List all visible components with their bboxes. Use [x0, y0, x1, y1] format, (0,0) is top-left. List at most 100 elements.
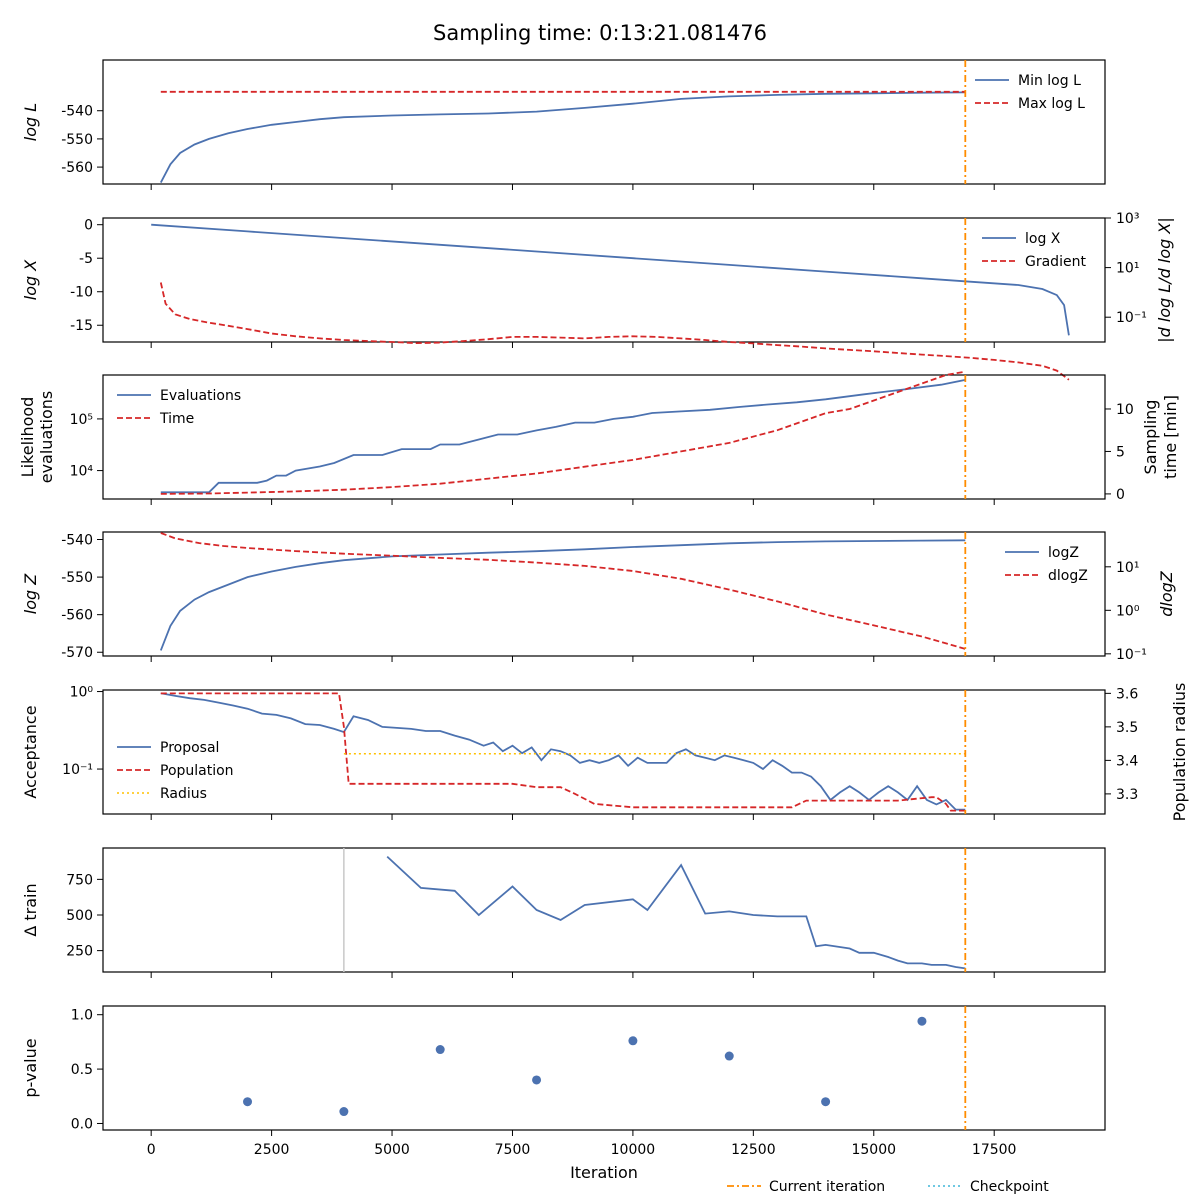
y2-tick-label: 10⁻¹	[1116, 647, 1147, 663]
y2-tick-label: 10³	[1116, 211, 1139, 227]
y2-tick-label: 10¹	[1116, 261, 1139, 277]
legend-label: Radius	[160, 786, 207, 802]
legend-label: Time	[159, 411, 194, 427]
y-axis-label: p-value	[21, 1038, 40, 1097]
x-tick-label: 15000	[851, 1142, 896, 1158]
x-tick-label: 5000	[374, 1142, 410, 1158]
bottom-legend-checkpoint-label: Checkpoint	[970, 1179, 1049, 1195]
y-tick-label: 10⁵	[70, 412, 93, 428]
y-tick-label: 0	[84, 218, 93, 234]
y2-tick-label: 10⁻¹	[1116, 310, 1147, 326]
p-value-point	[243, 1097, 253, 1107]
y-axis-label: Δ train	[21, 883, 40, 936]
y2-tick-label: 10	[1116, 402, 1134, 418]
y-tick-label: -550	[61, 132, 93, 148]
y-axis-label: log X	[21, 259, 40, 300]
y-axis-label: log Z	[21, 573, 40, 614]
p-value-point	[435, 1045, 445, 1055]
legend-label: Proposal	[160, 740, 219, 756]
y2-axis-label: Population radius	[1170, 683, 1189, 822]
x-tick-label: 17500	[972, 1142, 1017, 1158]
series-min-log-l	[160, 91, 966, 184]
legend-label: Evaluations	[160, 388, 241, 404]
panel-acceptance: 10⁰ 10⁻¹ 3.3 3.4 3.5 3.6 Acceptance Population …	[21, 683, 1189, 822]
panel-7-frame	[102, 1005, 1106, 1131]
legend-label: Population	[160, 763, 234, 779]
y2-tick-label: 3.3	[1116, 787, 1138, 803]
y2-axis-label-line-2: time [min]	[1161, 395, 1180, 479]
p-value-point	[821, 1097, 831, 1107]
panel-delta-train: 250 500 750 Δ train	[21, 847, 1106, 978]
y-tick-label: -10	[70, 285, 93, 301]
y2-tick-label: 3.5	[1116, 720, 1138, 736]
series-population	[160, 692, 966, 812]
series-dlogz	[160, 532, 966, 650]
y-tick-label: -540	[61, 533, 93, 549]
series-proposal	[160, 692, 966, 811]
y-tick-label: -560	[61, 608, 93, 624]
legend-label: Gradient	[1025, 254, 1086, 270]
y-tick-label: -540	[61, 104, 93, 120]
y-tick-label: 0.0	[71, 1116, 93, 1132]
panel-5-frame	[102, 689, 1106, 815]
panel-1-frame	[102, 59, 1106, 185]
series-delta-train	[386, 855, 966, 970]
y-axis-label: log L	[21, 103, 40, 141]
x-tick-label: 2500	[254, 1142, 290, 1158]
y-axis-label-line-1: Likelihood	[18, 397, 37, 478]
panel-6-frame	[102, 847, 1106, 973]
legend-label: Max log L	[1018, 96, 1085, 112]
bottom-legend-current-label: Current iteration	[769, 1179, 885, 1195]
y2-axis-label: dlogZ	[1157, 570, 1176, 617]
series-gradient	[159, 282, 1070, 381]
panel-4-frame	[102, 531, 1106, 657]
y-tick-label: 1.0	[71, 1008, 93, 1024]
legend-label: log X	[1025, 231, 1061, 247]
series-evaluations	[160, 379, 966, 494]
panel-log-l: -540 -550 -560 log L Min log L Max log L	[21, 59, 1106, 190]
y-tick-label: -15	[70, 318, 93, 334]
p-value-point	[532, 1075, 542, 1085]
panel-3-frame	[102, 374, 1106, 500]
x-tick-label: 7500	[495, 1142, 531, 1158]
p-value-point	[339, 1107, 349, 1117]
panel-log-z: -540 -550 -560 -570 10¹ 10⁰ 10⁻¹ log Z dlogZ logZ…	[21, 531, 1176, 663]
legend-label: dlogZ	[1048, 568, 1088, 584]
legend-label: Min log L	[1018, 73, 1081, 89]
y2-axis-label-line-1: Sampling	[1141, 400, 1160, 475]
panel-log-x: 0 -5 -10 -15 10³ 10¹ 10⁻¹ log X |d log L/d log X…	[21, 211, 1174, 381]
y2-tick-label: 10⁰	[1116, 603, 1140, 619]
y-axis-label: Acceptance	[21, 705, 40, 798]
p-value-point	[917, 1016, 927, 1026]
x-tick-label: 10000	[611, 1142, 656, 1158]
y-axis-label-line-2: evaluations	[37, 391, 56, 484]
y2-tick-label: 0	[1116, 487, 1125, 503]
y-tick-label: -560	[61, 160, 93, 176]
y-tick-label: 10⁰	[70, 685, 94, 701]
y-tick-label: 10⁻¹	[62, 762, 93, 778]
y-tick-label: -5	[79, 251, 93, 267]
y-tick-label: -550	[61, 570, 93, 586]
panels: -540 -550 -560 log L Min log L Max log L 0 -5 -1…	[18, 59, 1189, 1158]
series-time	[160, 370, 966, 495]
p-value-point	[628, 1036, 638, 1046]
y2-tick-label: 3.6	[1116, 686, 1138, 702]
panel-likelihood-evaluations: 10⁵ 10⁴ 0 5 10 Likelihood evaluations Sampling t…	[18, 370, 1180, 505]
figure-title: Sampling time: 0:13:21.081476	[433, 21, 767, 45]
y-tick-label: 750	[66, 872, 93, 888]
legend-label: logZ	[1048, 545, 1079, 561]
y2-axis-label: |d log L/d log X|	[1155, 217, 1174, 342]
bottom-legend: Current iteration Checkpoint	[727, 1179, 1049, 1195]
y2-tick-label: 3.4	[1116, 753, 1138, 769]
p-value-point	[724, 1051, 734, 1061]
x-tick-label: 12500	[731, 1142, 776, 1158]
y-tick-label: -570	[61, 645, 93, 661]
series-log-x	[151, 223, 1070, 336]
panel-2-frame	[102, 217, 1106, 343]
series-log-z	[159, 539, 966, 651]
x-tick-label: 0	[147, 1142, 156, 1158]
y-tick-label: 500	[66, 908, 93, 924]
y2-tick-label: 10¹	[1116, 560, 1139, 576]
y-tick-label: 0.5	[71, 1062, 93, 1078]
